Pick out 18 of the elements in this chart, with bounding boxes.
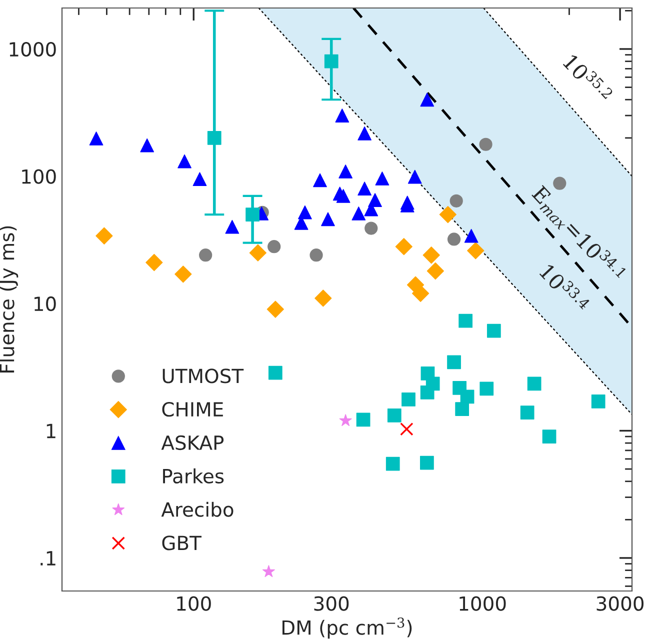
legend-label: UTMOST bbox=[162, 368, 244, 384]
y-tick-label: 1000 bbox=[10, 42, 56, 57]
annotation: 10$^{35.2}$ bbox=[562, 52, 614, 105]
x-axis-title: DM (pc cm$^{−3}$) bbox=[282, 617, 412, 639]
x-tick-label: 300 bbox=[314, 596, 349, 611]
legend-label: Parkes bbox=[163, 468, 224, 484]
x-tick-label: 3000 bbox=[596, 596, 644, 611]
legend-label: GBT bbox=[162, 536, 202, 550]
y-tick-label: .1 bbox=[40, 551, 56, 566]
legend-label: ASKAP bbox=[161, 435, 224, 450]
y-tick-label: 1 bbox=[46, 424, 56, 438]
y-tick-label: 10 bbox=[34, 296, 56, 312]
annotation: 10$^{33.4}$ bbox=[538, 261, 591, 316]
x-tick-label: 1000 bbox=[460, 596, 506, 611]
x-tick-label: 100 bbox=[177, 596, 211, 611]
y-tick-label: 100 bbox=[22, 169, 56, 184]
legend-label: Arecibo bbox=[161, 502, 234, 517]
legend-label: CHIME bbox=[162, 402, 223, 417]
